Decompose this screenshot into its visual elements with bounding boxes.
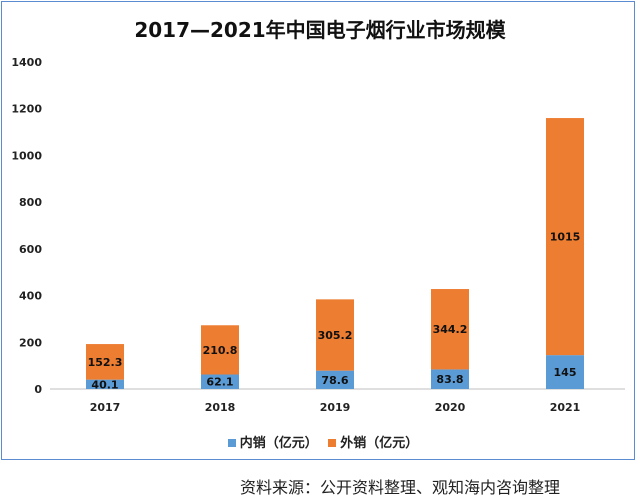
y-tick-label: 1400	[11, 56, 42, 69]
bar-export-2020	[431, 289, 469, 370]
y-tick-label: 200	[19, 336, 42, 349]
data-label: 145	[554, 366, 577, 379]
x-tick-label: 2018	[205, 401, 236, 414]
data-label: 1015	[550, 231, 581, 244]
data-label: 83.8	[436, 373, 463, 386]
x-tick-label: 2019	[320, 401, 351, 414]
x-tick-label: 2020	[435, 401, 466, 414]
y-tick-label: 800	[19, 196, 42, 209]
bar-domestic-2019	[316, 370, 354, 389]
source-note: 资料来源：公开资料整理、观知海内咨询整理	[239, 478, 560, 497]
legend-label-export: 外销（亿元）	[340, 436, 419, 451]
data-label: 62.1	[206, 376, 233, 389]
bar-domestic-2020	[431, 369, 469, 389]
bar-domestic-2018	[201, 374, 239, 389]
bar-domestic-2021	[546, 355, 584, 389]
data-label: 305.2	[318, 329, 353, 342]
data-label: 78.6	[321, 374, 348, 387]
y-tick-label: 1000	[11, 149, 42, 162]
data-label: 40.1	[91, 378, 118, 391]
y-tick-label: 1200	[11, 103, 42, 116]
chart-frame	[1, 1, 635, 460]
legend-swatch-domestic	[227, 439, 236, 447]
data-label: 210.8	[203, 344, 238, 357]
data-label: 344.2	[433, 323, 468, 336]
legend-swatch-export	[328, 439, 337, 447]
chart-title: 2017—2021年中国电子烟行业市场规模	[134, 18, 506, 42]
y-tick-label: 0	[34, 383, 42, 396]
y-tick-label: 600	[19, 243, 42, 256]
legend-label-domestic: 内销（亿元）	[239, 436, 318, 451]
bar-export-2017	[86, 344, 124, 380]
data-label: 152.3	[88, 356, 123, 369]
x-tick-label: 2017	[90, 401, 121, 414]
x-tick-label: 2021	[550, 401, 581, 414]
chart-plot: 0 200 400 600 800 1000 1200 1400 40.1 152.3 2017 62…	[11, 56, 625, 414]
bar-export-2021	[546, 118, 584, 356]
bar-export-2019	[316, 299, 354, 371]
bar-domestic-2017	[86, 379, 124, 389]
legend: 内销（亿元） 外销（亿元）	[0, 432, 640, 451]
y-tick-label: 400	[19, 290, 42, 303]
bar-export-2018	[201, 325, 239, 375]
